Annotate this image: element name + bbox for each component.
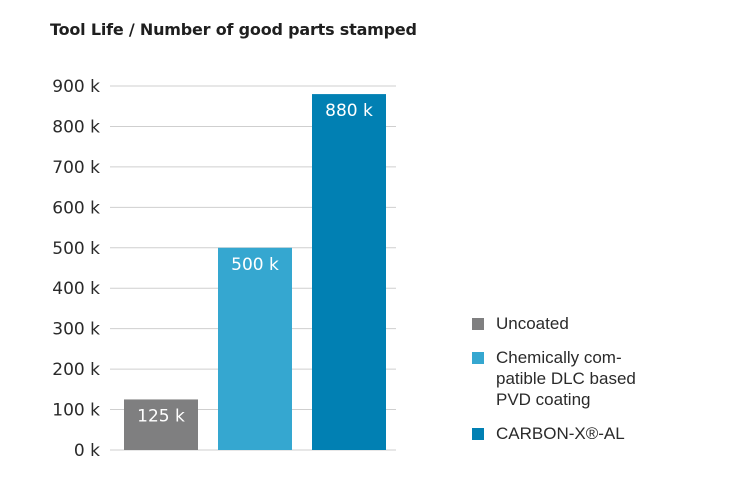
legend-label: Chemically com- patible DLC based PVD co… xyxy=(496,348,636,409)
bars xyxy=(124,94,386,450)
bar xyxy=(124,399,198,450)
y-tick-label: 200 k xyxy=(52,360,100,380)
y-tick-label: 400 k xyxy=(52,279,100,299)
y-tick-label: 500 k xyxy=(52,239,100,259)
data-labels: 125 k 500 k 880 k xyxy=(137,101,373,426)
y-tick-label: 600 k xyxy=(52,198,100,218)
y-tick-label: 900 k xyxy=(52,77,100,97)
data-label: 125 k xyxy=(137,406,185,426)
legend-swatch xyxy=(472,318,484,330)
legend-swatch xyxy=(472,352,484,364)
legend-item: CARBON-X®-AL xyxy=(472,423,732,444)
legend-label: CARBON-X®-AL xyxy=(496,424,625,443)
chart-title: Tool Life / Number of good parts stamped xyxy=(50,20,417,39)
legend-swatch xyxy=(472,428,484,440)
legend-label: Uncoated xyxy=(496,314,569,333)
legend: Uncoated Chemically com- patible DLC base… xyxy=(472,313,732,457)
y-tick-label: 800 k xyxy=(52,117,100,137)
y-axis-ticks: 0 k 100 k 200 k 300 k 400 k 500 k 600 k 700 k 80… xyxy=(52,77,100,461)
legend-item: Chemically com- patible DLC based PVD co… xyxy=(472,347,732,410)
y-tick-label: 0 k xyxy=(74,441,100,461)
y-tick-label: 100 k xyxy=(52,401,100,421)
legend-item: Uncoated xyxy=(472,313,732,334)
y-tick-label: 700 k xyxy=(52,158,100,178)
bar xyxy=(312,94,386,450)
bar xyxy=(218,247,292,450)
y-tick-label: 300 k xyxy=(52,320,100,340)
data-label: 880 k xyxy=(325,101,373,121)
data-label: 500 k xyxy=(231,255,279,275)
